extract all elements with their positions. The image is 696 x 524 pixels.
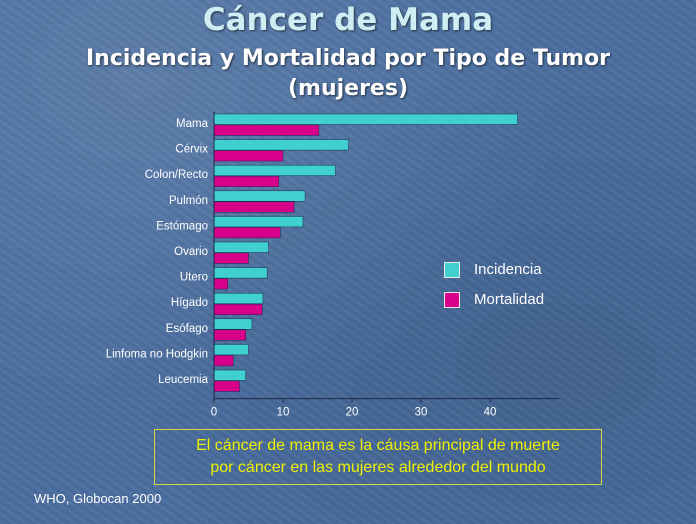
bar-mortalidad	[213, 252, 249, 264]
bar-mortalidad	[213, 303, 263, 315]
bar-incidencia	[213, 369, 246, 381]
category-label: Ovario	[174, 246, 208, 258]
bar-incidencia	[213, 292, 264, 304]
x-tick-label: 40	[484, 407, 497, 419]
source-citation: WHO, Globocan 2000	[34, 491, 162, 506]
subtitle-line-1: Incidencia y Mortalidad por Tipo de Tumo…	[85, 46, 611, 71]
bar-mortalidad	[213, 124, 320, 136]
legend-swatch-mortalidad	[444, 291, 460, 308]
legend-label-mortalidad: Mortalidad	[474, 291, 545, 308]
page-title: Cáncer de Mama	[202, 2, 494, 38]
bar-incidencia	[213, 267, 268, 279]
subtitle-line-2: (mujeres)	[287, 76, 409, 101]
category-label: Colon/Recto	[145, 169, 208, 181]
bar-mortalidad	[213, 355, 234, 367]
category-label: Pulmón	[169, 195, 208, 207]
x-tick-label: 10	[277, 407, 290, 419]
bar-incidencia	[213, 113, 518, 125]
bar-incidencia	[213, 344, 249, 356]
x-tick-label: 0	[211, 407, 217, 419]
note-line-2: por cáncer en las mujeres alrededor del …	[210, 459, 546, 476]
category-label: Hígado	[171, 297, 208, 309]
legend-item-incidencia: Incidencia	[444, 261, 542, 278]
category-label: Estómago	[156, 220, 208, 232]
category-label: Utero	[180, 272, 208, 284]
bar-incidencia	[213, 241, 269, 253]
bar-incidencia	[213, 318, 253, 330]
x-tick-label: 30	[415, 407, 428, 419]
legend-label-incidencia: Incidencia	[474, 261, 542, 278]
legend-swatch-incidencia	[444, 261, 460, 278]
bar-mortalidad	[213, 227, 281, 239]
bar-mortalidad	[213, 150, 284, 162]
category-label: Linfoma no Hodgkin	[106, 348, 208, 360]
bar-mortalidad	[213, 201, 295, 213]
category-label: Esófago	[166, 323, 208, 335]
category-label: Cérvix	[175, 144, 208, 156]
note-line-1: El cáncer de mama es la cáusa principal …	[196, 437, 560, 454]
bar-mortalidad	[213, 278, 229, 290]
bar-mortalidad	[213, 329, 246, 341]
category-label: Mama	[176, 118, 209, 130]
bar-incidencia	[213, 164, 336, 176]
legend-item-mortalidad: Mortalidad	[444, 291, 544, 308]
bar-incidencia	[213, 216, 304, 228]
bar-incidencia	[213, 190, 306, 202]
bar-mortalidad	[213, 380, 240, 392]
bar-mortalidad	[213, 175, 280, 187]
x-tick-label: 20	[346, 407, 359, 419]
category-label: Leucemia	[158, 374, 208, 386]
bar-incidencia	[213, 139, 349, 151]
highlight-note: El cáncer de mama es la cáusa principal …	[154, 429, 602, 485]
page-subtitle: Incidencia y Mortalidad por Tipo de Tumo…	[0, 44, 696, 104]
